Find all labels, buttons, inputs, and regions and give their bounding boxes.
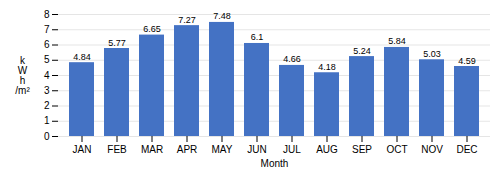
svg-text:SEP: SEP bbox=[352, 144, 372, 155]
svg-text:6.1: 6.1 bbox=[251, 32, 264, 42]
svg-text:6: 6 bbox=[44, 39, 50, 50]
svg-text:5.24: 5.24 bbox=[353, 46, 371, 56]
svg-text:5.77: 5.77 bbox=[108, 38, 126, 48]
svg-text:FEB: FEB bbox=[107, 144, 127, 155]
svg-text:4.66: 4.66 bbox=[283, 54, 301, 64]
svg-text:MAR: MAR bbox=[141, 144, 163, 155]
svg-text:JAN: JAN bbox=[73, 144, 92, 155]
svg-text:AUG: AUG bbox=[316, 144, 338, 155]
svg-text:4: 4 bbox=[44, 70, 50, 81]
svg-text:5.84: 5.84 bbox=[388, 36, 406, 46]
svg-text:JUL: JUL bbox=[283, 144, 301, 155]
svg-text:1: 1 bbox=[44, 115, 50, 126]
svg-text:JUN: JUN bbox=[247, 144, 266, 155]
svg-text:MAY: MAY bbox=[212, 144, 233, 155]
svg-text:kWh/m²: kWh/m² bbox=[15, 55, 30, 96]
svg-text:DEC: DEC bbox=[456, 144, 477, 155]
svg-text:6.65: 6.65 bbox=[143, 24, 161, 34]
svg-text:4.84: 4.84 bbox=[73, 52, 91, 62]
svg-text:APR: APR bbox=[177, 144, 198, 155]
svg-text:7.27: 7.27 bbox=[178, 15, 196, 25]
svg-text:8: 8 bbox=[44, 9, 50, 20]
svg-text:3: 3 bbox=[44, 85, 50, 96]
svg-text:5.03: 5.03 bbox=[423, 49, 441, 59]
svg-text:7: 7 bbox=[44, 24, 50, 35]
svg-text:5: 5 bbox=[44, 54, 50, 65]
svg-text:4.59: 4.59 bbox=[458, 56, 476, 66]
svg-text:7.48: 7.48 bbox=[213, 11, 231, 21]
svg-text:NOV: NOV bbox=[421, 144, 443, 155]
svg-text:Month: Month bbox=[261, 158, 289, 169]
svg-text:OCT: OCT bbox=[386, 144, 407, 155]
svg-text:4.18: 4.18 bbox=[318, 62, 336, 72]
svg-text:0: 0 bbox=[44, 131, 50, 142]
svg-text:2: 2 bbox=[44, 100, 50, 111]
